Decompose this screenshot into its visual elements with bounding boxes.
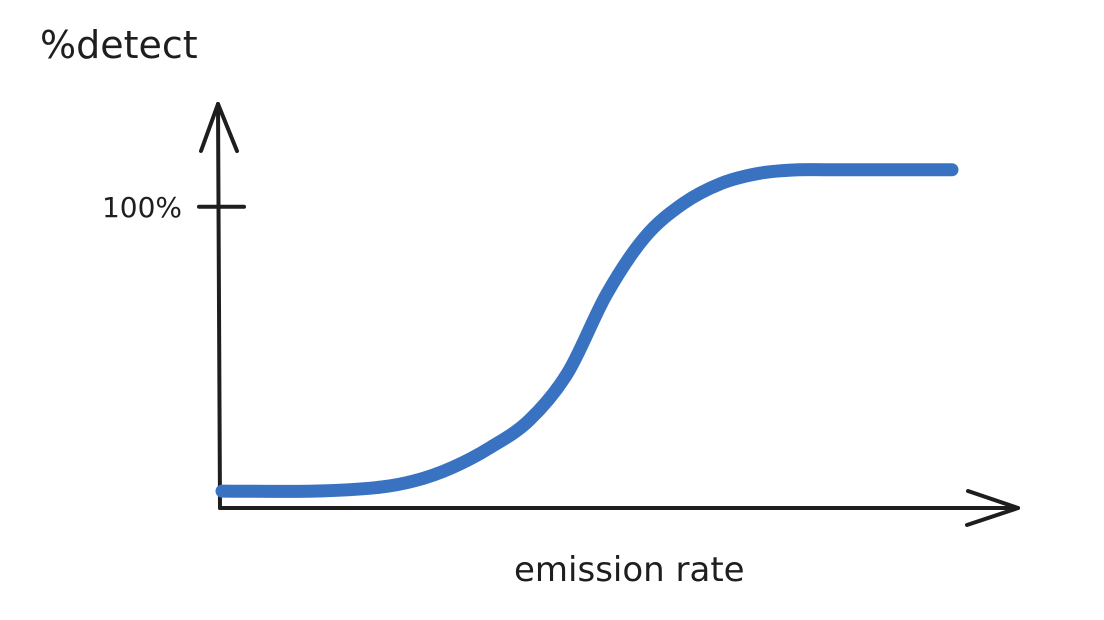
y-axis-arrowhead: [199, 102, 239, 153]
y-axis-label: %detect: [40, 23, 198, 67]
detection-series-line: [215, 163, 959, 498]
y-axis-line: [216, 102, 222, 510]
x-axis-label: emission rate: [514, 550, 745, 590]
x-axis-arrowhead: [965, 489, 1020, 527]
y-tick-label-100: 100%: [102, 191, 182, 224]
